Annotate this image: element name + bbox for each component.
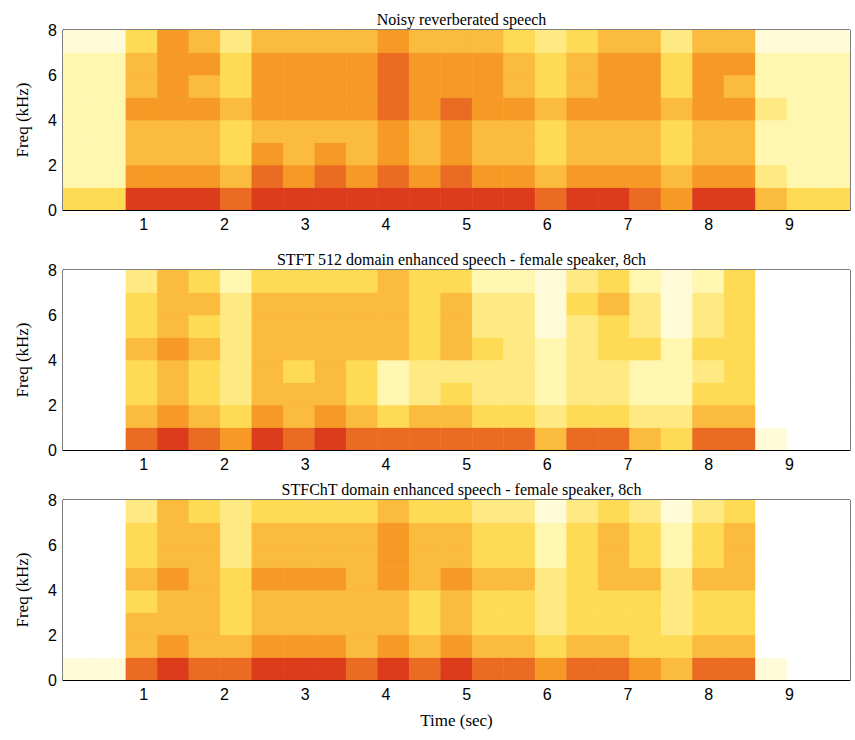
svg-text:8: 8 [48, 492, 57, 509]
svg-text:Noisy reverberated speech: Noisy reverberated speech [377, 11, 547, 29]
svg-text:7: 7 [624, 456, 633, 473]
svg-text:Freq (kHz): Freq (kHz) [13, 82, 32, 157]
svg-text:4: 4 [48, 112, 57, 129]
svg-text:2: 2 [220, 686, 229, 703]
svg-text:5: 5 [462, 456, 471, 473]
svg-text:8: 8 [704, 456, 713, 473]
svg-text:4: 4 [48, 352, 57, 369]
svg-text:6: 6 [48, 307, 57, 324]
svg-text:4: 4 [381, 456, 390, 473]
svg-text:STFChT domain enhanced speech: STFChT domain enhanced speech - female s… [282, 481, 642, 499]
svg-text:3: 3 [301, 456, 310, 473]
svg-text:8: 8 [704, 216, 713, 233]
svg-text:9: 9 [785, 686, 794, 703]
svg-text:3: 3 [301, 216, 310, 233]
svg-text:Freq (kHz): Freq (kHz) [13, 552, 32, 627]
svg-text:6: 6 [48, 67, 57, 84]
svg-text:6: 6 [543, 456, 552, 473]
svg-text:0: 0 [48, 672, 57, 689]
svg-text:2: 2 [220, 456, 229, 473]
svg-text:9: 9 [785, 216, 794, 233]
svg-text:8: 8 [704, 686, 713, 703]
svg-text:6: 6 [543, 686, 552, 703]
svg-text:0: 0 [48, 202, 57, 219]
svg-text:4: 4 [381, 686, 390, 703]
svg-text:1: 1 [139, 216, 148, 233]
svg-text:1: 1 [139, 686, 148, 703]
svg-text:Time (sec): Time (sec) [420, 711, 493, 730]
svg-text:STFT 512 domain enhanced speec: STFT 512 domain enhanced speech - female… [277, 251, 646, 269]
svg-text:0: 0 [48, 442, 57, 459]
svg-text:5: 5 [462, 216, 471, 233]
svg-text:2: 2 [48, 627, 57, 644]
svg-text:4: 4 [381, 216, 390, 233]
svg-text:7: 7 [624, 686, 633, 703]
svg-text:5: 5 [462, 686, 471, 703]
svg-text:Freq (kHz): Freq (kHz) [13, 322, 32, 397]
svg-text:6: 6 [48, 537, 57, 554]
svg-text:2: 2 [48, 157, 57, 174]
svg-text:7: 7 [624, 216, 633, 233]
svg-text:2: 2 [48, 397, 57, 414]
svg-text:9: 9 [785, 456, 794, 473]
svg-text:8: 8 [48, 262, 57, 279]
svg-text:1: 1 [139, 456, 148, 473]
svg-text:3: 3 [301, 686, 310, 703]
svg-text:8: 8 [48, 22, 57, 39]
svg-text:2: 2 [220, 216, 229, 233]
svg-text:6: 6 [543, 216, 552, 233]
svg-text:4: 4 [48, 582, 57, 599]
